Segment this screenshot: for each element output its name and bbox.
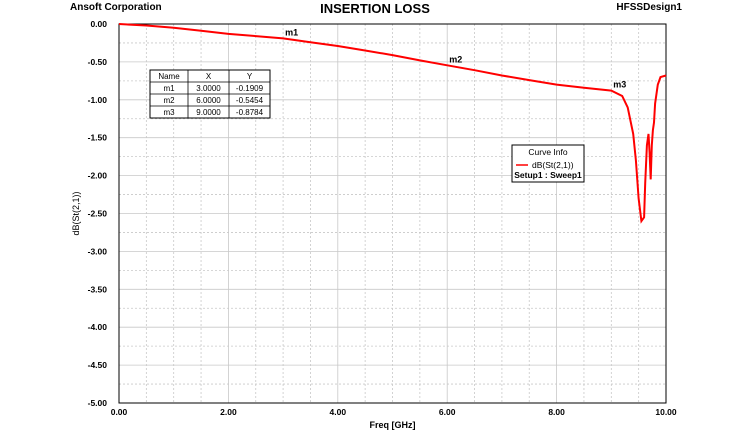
legend-setup: Setup1 : Sweep1: [514, 170, 582, 180]
x-tick-label: 0.00: [111, 407, 128, 417]
y-tick-label: -0.50: [88, 57, 108, 67]
y-tick-label: 0.00: [90, 19, 107, 29]
marker-table-cell: -0.8784: [236, 108, 264, 117]
x-tick-label: 8.00: [548, 407, 565, 417]
marker-table-cell: -0.5454: [236, 96, 264, 105]
plot-frame: [118, 23, 667, 404]
y-tick-label: -5.00: [88, 398, 108, 408]
marker-labels: m1 m2 m3: [285, 27, 626, 89]
legend-title: Curve Info: [528, 147, 567, 157]
marker-label-m3: m3: [613, 80, 626, 90]
x-axis-label: Freq [GHz]: [370, 420, 416, 430]
marker-table-cell: m2: [163, 96, 175, 105]
x-tick-label: 10.00: [655, 407, 677, 417]
y-tick-label: -4.50: [88, 360, 108, 370]
y-tick-label: -1.00: [88, 95, 108, 105]
y-tick-label: -3.50: [88, 284, 108, 294]
legend[interactable]: Curve Info dB(St(2,1)) Setup1 : Sweep1: [511, 144, 585, 183]
marker-label-m2: m2: [449, 54, 462, 64]
design-name: HFSSDesign1: [616, 2, 682, 13]
y-tick-label: -2.50: [88, 209, 108, 219]
marker-table-cell: 6.0000: [196, 96, 221, 105]
y-tick-label: -1.50: [88, 133, 108, 143]
marker-table-header: Name: [158, 72, 180, 81]
chart-title: INSERTION LOSS: [320, 1, 430, 16]
marker-table-cell: m3: [163, 108, 175, 117]
marker-label-m1: m1: [285, 27, 298, 37]
y-tick-label: -2.00: [88, 171, 108, 181]
marker-table-cell: 9.0000: [196, 108, 221, 117]
y-tick-label: -3.00: [88, 246, 108, 256]
x-tick-label: 4.00: [330, 407, 347, 417]
marker-table-cell: m1: [163, 84, 175, 93]
marker-table-header: X: [206, 72, 212, 81]
grid: [119, 24, 666, 403]
y-tick-label: -4.00: [88, 322, 108, 332]
marker-table-header: Y: [247, 72, 253, 81]
marker-table-cell: -0.1909: [236, 84, 264, 93]
series-line[interactable]: [118, 23, 667, 224]
company-label: Ansoft Corporation: [70, 2, 162, 13]
x-tick-label: 6.00: [439, 407, 456, 417]
marker-table: Name X Ym1 3.0000 -0.1909 m2 6.0000 -0.5454 m3 9.…: [149, 69, 271, 119]
tick-labels: 0.00 2.00 4.00 6.00 8.00 10.00 0.00 -0.50 -1.00 -…: [88, 19, 677, 417]
x-tick-label: 2.00: [220, 407, 237, 417]
marker-table-cell: 3.0000: [196, 84, 221, 93]
legend-box: [511, 144, 585, 183]
legend-entry: dB(St(2,1)): [532, 160, 574, 170]
y-axis-label: dB(St(2,1)): [71, 191, 81, 235]
